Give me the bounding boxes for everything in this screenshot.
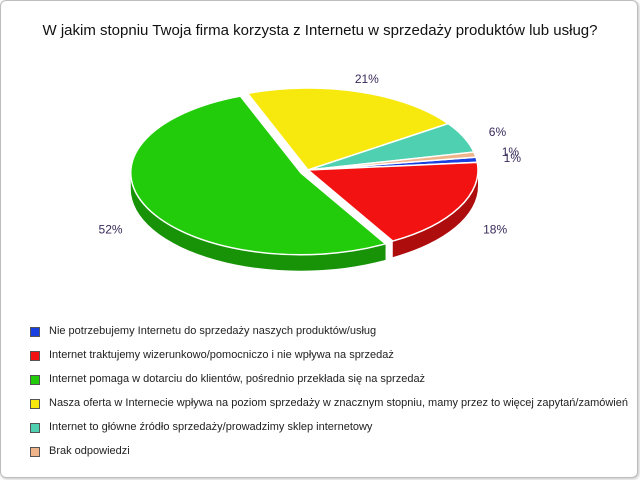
legend-swatch [30, 327, 40, 337]
slice-value-label: 21% [355, 72, 379, 86]
pie-chart: 1% 18% 52% 21% 6% 1% [99, 72, 522, 271]
slice-value-label: 6% [489, 125, 507, 139]
slice-value-label: 52% [99, 222, 123, 236]
slice-value-label: 1% [504, 151, 522, 165]
legend-item: Internet pomaga w dotarciu do klientów, … [30, 372, 630, 396]
legend-label: Internet traktujemy wizerunkowo/pomocnic… [49, 349, 394, 361]
pie-slice [246, 87, 450, 171]
legend-label: Internet to główne źródło sprzedaży/prow… [49, 421, 373, 433]
legend-label: Nasza oferta w Internecie wpływa na pozi… [49, 397, 628, 409]
legend-label: Brak odpowiedzi [49, 445, 130, 457]
pie-slice [130, 95, 388, 256]
legend-swatch [30, 351, 40, 361]
legend-item: Nasza oferta w Internecie wpływa na pozi… [30, 396, 630, 420]
legend-swatch [30, 375, 40, 385]
chart-title: W jakim stopniu Twoja firma korzysta z I… [42, 22, 598, 39]
legend-label: Nie potrzebujemy Internetu do sprzedaży … [49, 325, 377, 337]
legend-item: Internet traktujemy wizerunkowo/pomocnic… [30, 348, 630, 372]
legend-item: Brak odpowiedzi [30, 444, 630, 468]
pie-slice [307, 151, 477, 171]
legend-item: Nie potrzebujemy Internetu do sprzedaży … [30, 324, 630, 348]
slice-value-label: 1% [502, 145, 520, 159]
pie-slice-side [130, 172, 386, 271]
legend-item: Internet to główne źródło sprzedaży/prow… [30, 420, 630, 444]
pie-slice-side [392, 170, 478, 258]
pie-slice [306, 161, 479, 242]
legend-swatch [30, 447, 40, 457]
legend-label: Internet pomaga w dotarciu do klientów, … [49, 373, 426, 385]
legend-swatch [30, 399, 40, 409]
chart-legend: Nie potrzebujemy Internetu do sprzedaży … [30, 324, 630, 468]
legend-swatch [30, 423, 40, 433]
slice-value-label: 18% [483, 223, 507, 237]
